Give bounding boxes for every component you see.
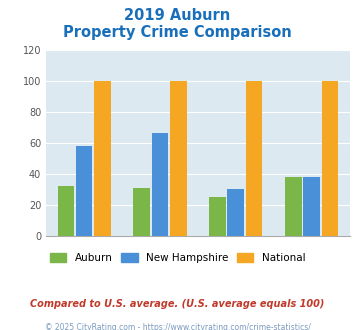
Bar <box>58 186 74 236</box>
Text: Compared to U.S. average. (U.S. average equals 100): Compared to U.S. average. (U.S. average … <box>30 299 325 309</box>
Bar <box>228 189 244 236</box>
Bar <box>170 81 187 236</box>
Bar <box>209 197 226 236</box>
Bar <box>94 81 111 236</box>
Bar <box>152 133 168 236</box>
Bar <box>246 81 262 236</box>
Bar <box>76 146 92 236</box>
Bar <box>322 81 338 236</box>
Text: © 2025 CityRating.com - https://www.cityrating.com/crime-statistics/: © 2025 CityRating.com - https://www.city… <box>45 323 310 330</box>
Bar <box>304 177 320 236</box>
Text: 2019 Auburn: 2019 Auburn <box>124 8 231 23</box>
Bar <box>133 188 150 236</box>
Legend: Auburn, New Hampshire, National: Auburn, New Hampshire, National <box>45 248 310 267</box>
Text: Property Crime Comparison: Property Crime Comparison <box>63 25 292 40</box>
Bar <box>285 177 302 236</box>
